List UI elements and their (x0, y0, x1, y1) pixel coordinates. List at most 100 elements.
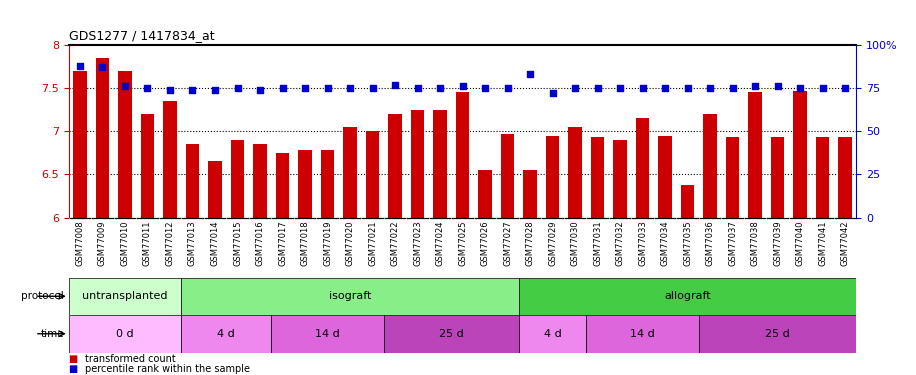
Point (455, 83, 470, 89)
Bar (73, 71, 87, 217)
Point (387, 82, 402, 88)
Bar (681, 185, 694, 218)
Point (613, 85, 627, 91)
Text: 0 d: 0 d (116, 329, 134, 339)
Text: GSM77023: GSM77023 (413, 220, 422, 266)
Bar (433, 110, 447, 218)
Text: GSM77019: GSM77019 (323, 220, 332, 266)
Bar (518, 315, 586, 352)
Text: GDS1277 / 1417834_at: GDS1277 / 1417834_at (69, 30, 214, 42)
Point (140, 85, 155, 91)
Text: GSM77024: GSM77024 (436, 220, 444, 266)
Text: isograft: isograft (329, 291, 371, 301)
Bar (410, 110, 424, 218)
Bar (276, 153, 289, 218)
Text: GSM77017: GSM77017 (278, 220, 287, 266)
Point (208, 87, 223, 93)
Text: GSM77037: GSM77037 (728, 220, 737, 266)
Text: 14 d: 14 d (630, 329, 655, 339)
Bar (771, 137, 784, 218)
Bar (636, 118, 649, 218)
Bar (208, 161, 222, 218)
Bar (501, 134, 515, 218)
Text: GSM77041: GSM77041 (818, 220, 827, 266)
Text: GSM77016: GSM77016 (256, 220, 265, 266)
Text: time: time (40, 329, 64, 339)
Text: GSM77013: GSM77013 (188, 220, 197, 266)
Text: GSM77018: GSM77018 (300, 220, 310, 266)
Text: GSM77032: GSM77032 (616, 220, 625, 266)
Bar (518, 278, 856, 315)
Bar (523, 170, 537, 217)
Text: protocol: protocol (21, 291, 64, 301)
Point (343, 85, 357, 91)
Text: 4 d: 4 d (544, 329, 562, 339)
Text: GSM77025: GSM77025 (458, 220, 467, 266)
Point (568, 85, 583, 91)
Point (523, 71, 538, 77)
Bar (793, 91, 807, 218)
Point (253, 87, 267, 93)
Text: ■: ■ (69, 364, 82, 374)
Bar (591, 137, 605, 218)
Bar (838, 137, 852, 218)
Bar (725, 137, 739, 218)
Point (793, 85, 808, 91)
Point (747, 83, 762, 89)
Bar (95, 58, 109, 217)
Point (636, 85, 650, 91)
Point (72, 63, 87, 69)
Text: GSM77036: GSM77036 (705, 220, 714, 266)
Bar (181, 278, 518, 315)
Text: transformed count: transformed count (85, 354, 176, 364)
Point (185, 87, 200, 93)
Text: GSM77027: GSM77027 (503, 220, 512, 266)
Bar (546, 136, 560, 218)
Bar (299, 150, 311, 217)
Text: GSM77012: GSM77012 (166, 220, 174, 266)
Bar (384, 315, 518, 352)
Bar (614, 140, 627, 218)
Bar (456, 93, 469, 218)
Bar (163, 101, 177, 217)
Bar (344, 127, 357, 218)
Text: GSM77026: GSM77026 (481, 220, 489, 266)
Text: GSM77035: GSM77035 (683, 220, 692, 266)
Point (275, 85, 289, 91)
Bar (703, 114, 717, 218)
Bar (699, 315, 856, 352)
Bar (253, 144, 267, 218)
Point (365, 85, 380, 91)
Point (321, 85, 335, 91)
Text: GSM77039: GSM77039 (773, 220, 782, 266)
Text: GSM77014: GSM77014 (211, 220, 220, 266)
Point (478, 85, 493, 91)
Point (432, 85, 447, 91)
Bar (816, 137, 830, 218)
Bar (141, 114, 154, 218)
Point (590, 85, 605, 91)
Text: GSM77033: GSM77033 (638, 220, 647, 266)
Text: GSM77034: GSM77034 (660, 220, 670, 266)
Bar (181, 315, 271, 352)
Text: GSM77042: GSM77042 (841, 220, 850, 266)
Text: GSM77038: GSM77038 (751, 220, 759, 266)
Text: 25 d: 25 d (765, 329, 791, 339)
Bar (271, 315, 384, 352)
Text: GSM77040: GSM77040 (796, 220, 804, 266)
Point (163, 87, 178, 93)
Point (658, 85, 672, 91)
Bar (388, 114, 402, 218)
Bar (231, 140, 245, 218)
Point (725, 85, 740, 91)
Bar (365, 131, 379, 218)
Bar (586, 315, 699, 352)
Text: GSM77011: GSM77011 (143, 220, 152, 266)
Point (681, 85, 695, 91)
Point (770, 83, 785, 89)
Text: 4 d: 4 d (217, 329, 235, 339)
Text: ■: ■ (69, 354, 82, 364)
Bar (321, 150, 334, 217)
Bar (568, 127, 582, 218)
Point (410, 85, 425, 91)
